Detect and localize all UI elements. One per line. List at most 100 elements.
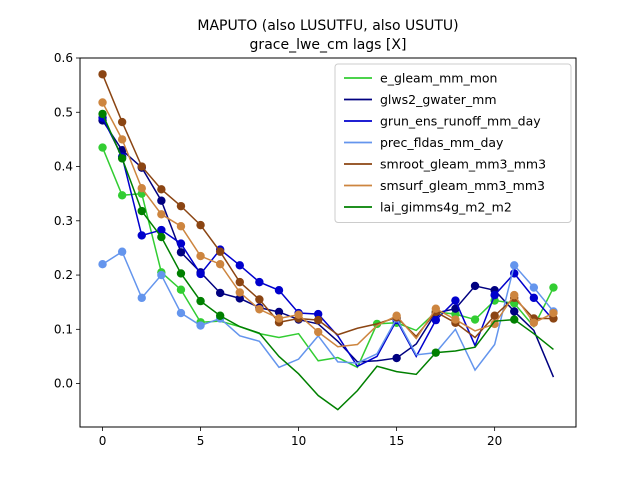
data-point [294,310,303,319]
data-point [196,321,205,330]
legend-label: smsurf_gleam_mm3_mm3 [380,178,545,193]
data-point [157,185,166,194]
data-point [117,135,127,144]
plot-frame [79,57,577,428]
data-point [117,247,127,256]
legend-label: smroot_gleam_mm3_mm3 [380,157,546,172]
data-point [176,222,186,231]
data-point [98,260,107,269]
legend-item: e_gleam_mm_mon [344,71,497,86]
series-smroot_gleam_mm3_mm3 [98,70,558,339]
legend-item: glws2_gwater_mm [344,92,497,107]
series-line [101,73,554,339]
legend-label: lai_gimms4g_m2_m2 [380,200,512,215]
data-point [490,290,499,300]
legend-box [334,63,572,223]
data-point [392,353,401,363]
legend-item: smsurf_gleam_mm3_mm3 [344,178,545,193]
data-point [137,184,146,193]
data-point [529,318,539,328]
data-point [549,283,558,292]
data-point [451,296,460,305]
series-smsurf_gleam_mm3_mm3 [98,98,558,348]
data-point [137,293,146,303]
data-point [510,290,519,300]
data-point [98,98,107,107]
data-point [117,117,127,127]
data-point [313,327,323,337]
data-point [157,270,166,280]
data-point [196,251,205,261]
data-point [255,295,264,304]
legend-label: grun_ens_runoff_mm_day [380,114,541,129]
series-lai_gimms4g_m2_m2 [98,109,554,411]
legend-item: prec_fldas_mm_day [344,135,504,150]
data-point [431,315,441,325]
legend-item: grun_ens_runoff_mm_day [344,114,541,129]
data-point [157,232,166,242]
data-point [137,162,146,171]
data-point [196,269,205,279]
data-point [235,261,244,270]
data-point [176,269,186,278]
data-point [529,283,539,292]
data-point [176,239,186,248]
data-point [137,206,146,216]
y-tick-label: 0.2 [54,268,73,282]
data-point [392,311,401,320]
data-point [274,307,284,317]
data-point [117,191,127,200]
data-point [255,277,264,287]
data-point [176,308,186,318]
legend: e_gleam_mm_mon glws2_gwater_mm grun_ens_ru… [334,63,572,223]
data-point [529,293,539,303]
series-line [101,147,555,369]
data-point [215,247,225,256]
data-point [235,294,244,303]
x-tick-label: 15 [389,434,404,448]
legend-label: glws2_gwater_mm [380,92,497,107]
data-point [470,281,480,291]
plot-area [98,70,558,411]
data-point [313,315,323,325]
data-point [215,260,225,269]
data-point [274,286,284,295]
x-tick-label: 20 [487,434,502,448]
data-point [196,296,205,306]
data-point [176,248,186,257]
data-point [490,311,499,320]
data-point [235,277,244,287]
data-point [176,201,186,211]
legend-item: smroot_gleam_mm3_mm3 [344,157,546,172]
data-point [157,210,166,219]
axes: 0 5 10 15 20 0.0 0.1 0.2 0.3 0.4 0.5 0.6 [54,51,577,448]
data-point [157,196,166,205]
data-point [313,309,323,319]
y-tick-label: 0.5 [54,105,73,119]
x-tick-label: 10 [291,434,306,448]
y-tick-label: 0.3 [54,214,73,228]
data-point [510,307,519,316]
data-point [431,304,441,313]
data-point [196,220,205,230]
data-point [117,154,127,163]
data-point [274,314,284,323]
data-point [235,288,244,297]
data-point [510,315,519,324]
data-point [215,311,225,320]
data-point [98,143,107,152]
data-point [451,315,460,324]
data-point [176,285,186,294]
legend-label: prec_fldas_mm_day [380,135,504,150]
legend-item: lai_gimms4g_m2_m2 [344,200,512,215]
y-tick-label: 0.1 [54,322,73,336]
data-point [549,308,558,318]
series-line [102,250,555,372]
y-tick-label: 0.4 [54,160,73,174]
x-tick-label: 0 [99,434,107,448]
chart-subtitle: grace_lwe_cm lags [X] [250,37,407,53]
data-point [157,225,166,235]
data-point [137,231,146,240]
series-prec_fldas_mm_day [98,247,558,372]
